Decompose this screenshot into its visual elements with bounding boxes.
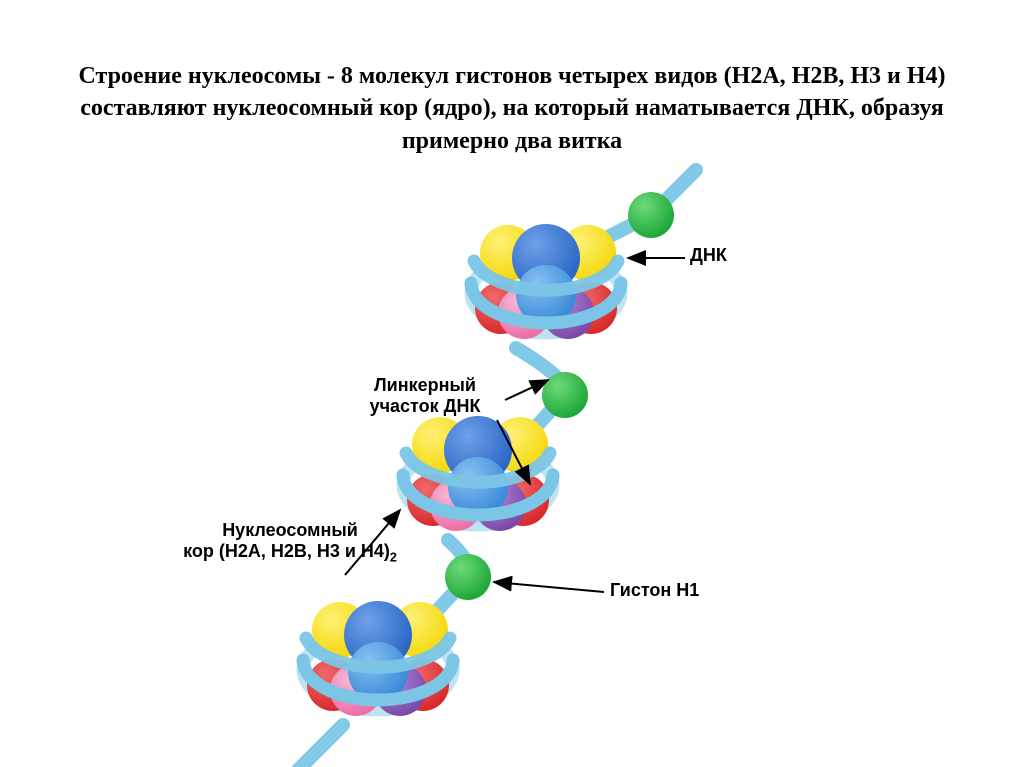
label-core-line2-wrap: кор (Н2А, Н2В, Н3 и Н4)2 xyxy=(155,541,425,565)
nucleosome xyxy=(303,601,453,716)
label-dna-text: ДНК xyxy=(690,245,727,265)
nucleosome xyxy=(403,416,553,531)
label-linker-line1: Линкерный xyxy=(345,375,505,396)
histone-h1 xyxy=(628,192,674,238)
label-core-sub: 2 xyxy=(390,551,397,565)
label-histone-h1-text: Гистон Н1 xyxy=(610,580,699,600)
histone-h1 xyxy=(445,554,491,600)
callout-arrow xyxy=(505,380,548,400)
label-linker-line2: участок ДНК xyxy=(345,396,505,417)
callout-arrow xyxy=(494,582,604,592)
histone-h1 xyxy=(542,372,588,418)
label-core-line2: кор (Н2А, Н2В, Н3 и Н4) xyxy=(183,541,390,561)
diagram-canvas: ДНК Линкерный участок ДНК Нуклеосомный к… xyxy=(0,0,1024,767)
label-linker: Линкерный участок ДНК xyxy=(345,375,505,417)
label-dna: ДНК xyxy=(690,245,727,266)
label-core-line1: Нуклеосомный xyxy=(155,520,425,541)
label-core: Нуклеосомный кор (Н2А, Н2В, Н3 и Н4)2 xyxy=(155,520,425,565)
nucleosome xyxy=(471,224,621,339)
label-histone-h1: Гистон Н1 xyxy=(610,580,699,601)
